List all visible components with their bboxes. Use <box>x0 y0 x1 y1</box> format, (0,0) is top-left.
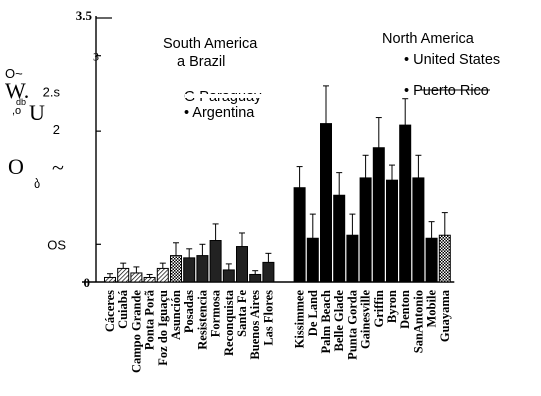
x-tick-label: Punta Gorda <box>345 289 359 360</box>
ocr-fragment: ,o <box>12 105 22 117</box>
x-tick-label: Formosa <box>209 289 223 337</box>
y-tick-label: 3.5 <box>76 8 93 23</box>
x-tick-label: Mobile <box>425 290 439 328</box>
x-tick-label: Kissimmee <box>293 290 307 349</box>
x-tick-label: Belle Glade <box>332 290 346 352</box>
x-tick-label: Byron <box>385 290 399 323</box>
x-tick-label: Resistencia <box>195 289 209 349</box>
x-tick-label: Santa Fe <box>235 290 249 337</box>
bar <box>143 276 156 283</box>
x-tick-label: Cuiabá <box>116 289 130 329</box>
ocr-fragment: ბ <box>34 177 41 191</box>
legend-entry: a Brazil <box>177 54 225 70</box>
ocr-fragment: O~ <box>5 66 23 81</box>
bar <box>249 273 262 283</box>
ocr-fragment: U <box>29 100 45 125</box>
bar <box>425 237 438 283</box>
x-tick-label: Buenos Aires <box>248 290 262 360</box>
x-tick-label: Asunción <box>169 290 183 340</box>
x-tick-label: Gainesville <box>359 290 373 349</box>
x-tick-label: Posadas <box>182 290 196 333</box>
y-tick-label: 2 <box>53 122 60 137</box>
bar <box>209 240 222 283</box>
x-tick-label: Palm Beach <box>319 290 333 354</box>
x-tick-label: Denton <box>398 290 412 329</box>
bar <box>386 179 398 283</box>
bar <box>117 267 130 283</box>
group-label-south-america: South America <box>163 36 258 52</box>
bar <box>438 234 451 283</box>
y-tick-label: 0 <box>84 275 91 290</box>
ocr-fragment: W. <box>5 78 30 103</box>
bar <box>236 246 248 283</box>
bar <box>293 187 306 283</box>
x-tick-label: Campo Grande <box>129 290 143 373</box>
legend-entry: • Argentina <box>184 105 255 121</box>
x-tick-label: Foz do Iguaçu <box>156 290 170 366</box>
ocr-fragment: ~ <box>52 155 64 180</box>
y-tick-label: OS <box>47 237 66 252</box>
group-label-north-america: North America <box>382 31 475 47</box>
bar <box>359 177 372 283</box>
bar <box>262 261 275 283</box>
legend-entry: • United States <box>404 52 500 68</box>
bar <box>306 237 319 283</box>
x-tick-label: De Land <box>306 290 320 336</box>
bar <box>156 267 169 283</box>
bar <box>412 177 425 283</box>
y-tick-label: 3 <box>93 50 99 64</box>
x-tick-label: Guayama <box>438 289 452 342</box>
bar <box>372 147 385 283</box>
x-tick-label: Ponta Porã <box>143 289 157 350</box>
x-tick-label: Reconquista <box>222 289 236 356</box>
bar <box>320 123 332 283</box>
x-tick-label: Griffin <box>372 290 386 328</box>
ocr-fragment: db <box>16 97 27 107</box>
bar <box>104 276 116 283</box>
bar <box>196 255 209 283</box>
bar <box>183 257 196 283</box>
bar <box>333 194 346 283</box>
x-tick-label: SanAntonio <box>411 290 425 353</box>
legend-entry: • Puerto Rico <box>404 83 489 99</box>
bars: Cáceres Cuiabá Campo Grande Ponta Porã Foz d… <box>103 85 452 373</box>
bar <box>399 124 412 283</box>
bar <box>170 255 182 283</box>
bar <box>130 272 143 283</box>
bar <box>222 269 235 283</box>
bar <box>346 234 359 283</box>
y-tick-label: 2.s <box>43 84 61 99</box>
x-tick-label: Las Flores <box>261 290 275 346</box>
ocr-fragment: O <box>8 154 24 179</box>
x-tick-label: Cáceres <box>103 290 117 332</box>
